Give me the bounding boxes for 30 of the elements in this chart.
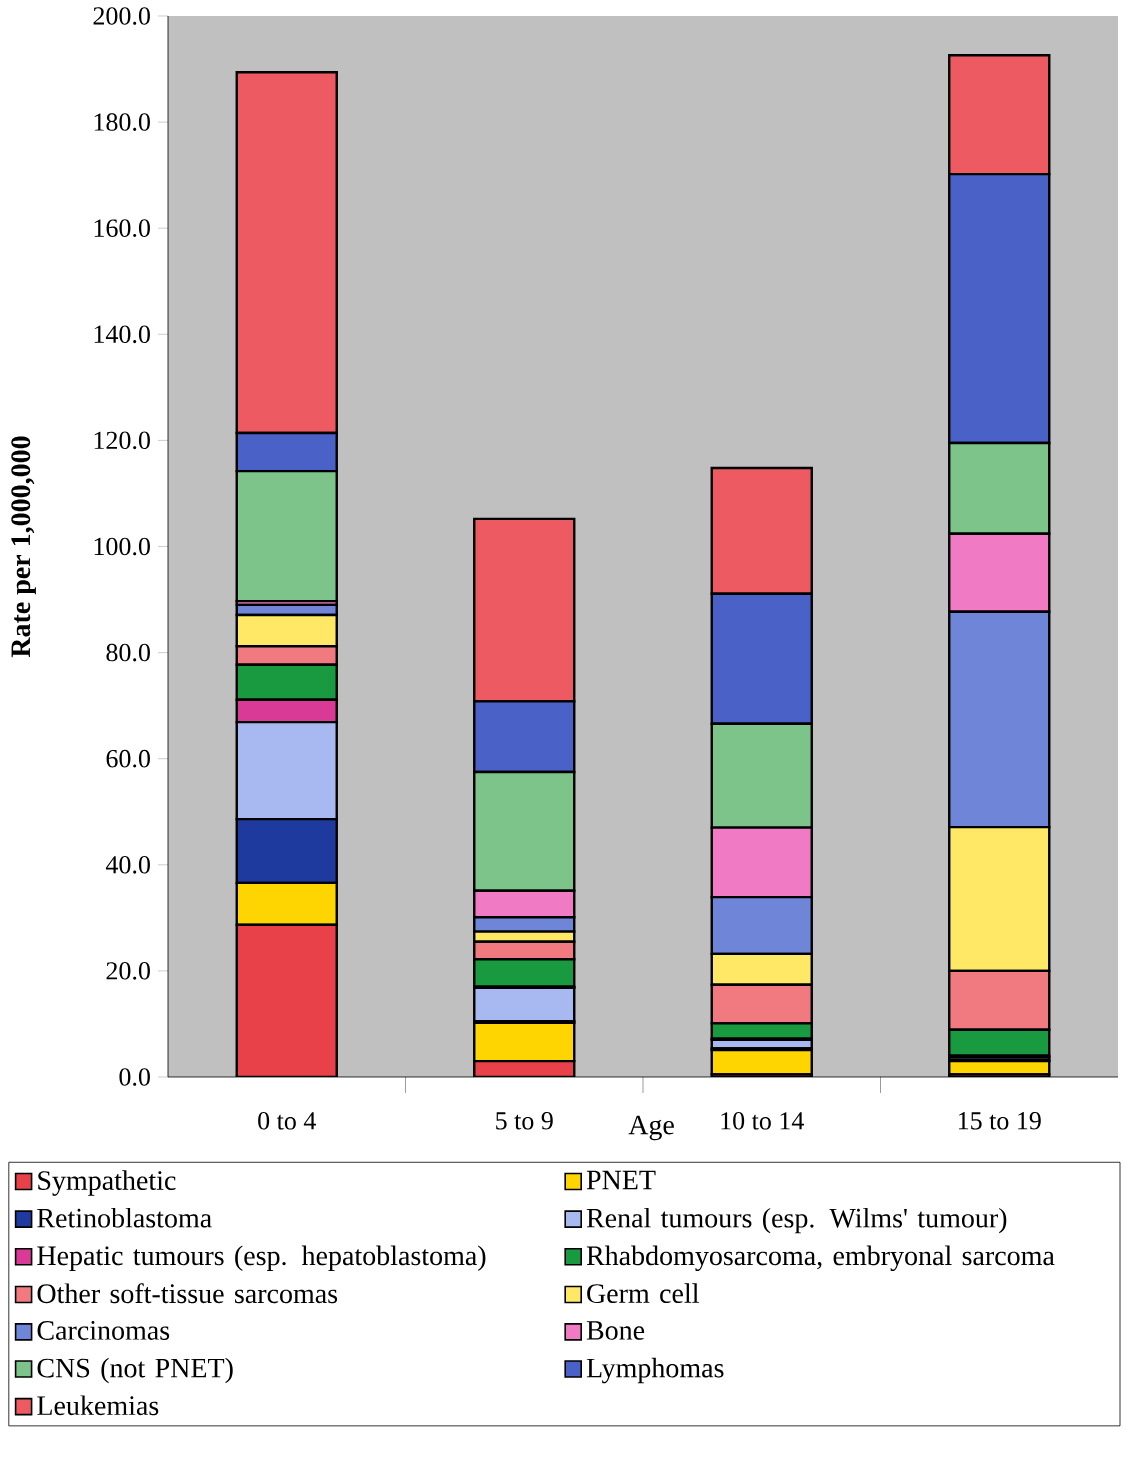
y-tick-label: 80.0 [106,643,150,662]
legend-label: Retinoblastoma [37,1207,212,1228]
x-tick-label: 5 to 9 [496,1112,553,1130]
legend-label: CNS (not PNET) [37,1357,233,1384]
y-tick-label: 140.0 [94,325,150,344]
legend-label: Renal tumours (esp. Wilms' tumour) [586,1207,1007,1234]
legend-label: Leukemias [37,1395,159,1416]
y-tick-label: 200.0 [93,7,150,25]
legend-label: Carcinomas [37,1321,170,1340]
legend-label: Germ cell [587,1283,699,1304]
y-axis-title: Rate per 1,000,000 [11,436,36,658]
y-tick-label: 60.0 [106,749,150,768]
x-tick-label: 0 to 4 [258,1112,316,1130]
legend-label: PNET [586,1170,656,1190]
y-tick-label: 160.0 [94,219,150,238]
legend-label: Lymphomas [586,1357,724,1384]
y-tick-label: 180.0 [94,113,150,131]
x-axis-title: Age [628,1115,674,1141]
legend-label: Sympathetic [38,1170,176,1196]
legend-label: Other soft-tissue sarcomas [37,1283,338,1304]
x-tick-label: 10 to 14 [721,1112,804,1130]
legend-label: Hepatic tumours (esp. hepatoblastoma) [37,1245,486,1271]
y-tick-label: 0.0 [119,1068,150,1086]
y-tick-label: 40.0 [105,855,150,874]
y-tick-label: 120.0 [94,431,150,450]
y-tick-label: 100.0 [94,537,150,556]
x-tick-label: 15 to 19 [958,1112,1041,1130]
legend-label: Bone [586,1321,645,1340]
legend-label: Rhabdomyosarcoma, embryonal sarcoma [586,1245,1055,1272]
y-tick-label: 20.0 [106,962,150,980]
